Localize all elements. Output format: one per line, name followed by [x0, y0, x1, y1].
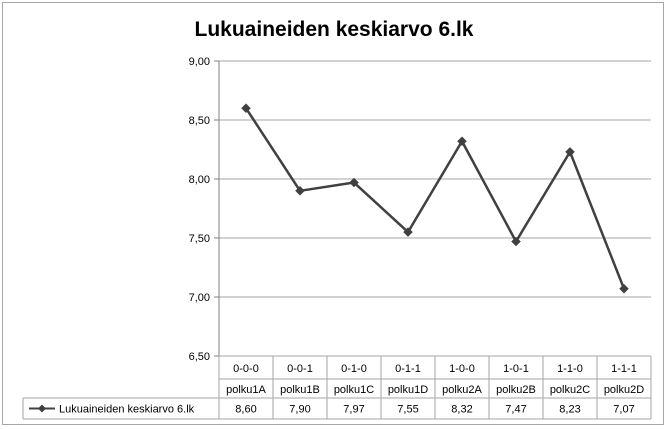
data-label: 7,47	[505, 404, 526, 416]
data-point	[241, 103, 251, 114]
data-point	[457, 136, 467, 147]
x-tick-label: polku2A	[442, 384, 482, 396]
y-tick-label: 8,00	[189, 174, 210, 186]
series-line	[244, 107, 626, 290]
data-label: 7,07	[613, 404, 634, 416]
x-tick-label: polku1D	[388, 384, 428, 396]
y-tick-label: 9,00	[189, 56, 210, 68]
data-point	[403, 227, 413, 237]
y-tick-label: 6,50	[189, 351, 210, 363]
series-layer	[241, 103, 629, 294]
x-tick-label: 0-0-1	[287, 363, 313, 375]
y-tick-label: 8,50	[189, 115, 210, 127]
legend-marker	[38, 404, 46, 413]
data-label: 8,23	[559, 404, 580, 416]
x-tick-label: 0-1-1	[395, 363, 421, 375]
data-label: 7,55	[397, 404, 418, 416]
chart-title: Lukuaineiden keskiarvo 6.lk	[194, 18, 474, 41]
data-point	[565, 147, 575, 157]
x-tick-label: polku2B	[496, 384, 536, 396]
chart-frame	[2, 2, 664, 425]
gridlines	[219, 60, 651, 298]
data-point	[511, 236, 521, 247]
x-tick-label: polku2C	[550, 384, 590, 396]
y-tick-label: 7,00	[189, 292, 210, 304]
x-tick-label: 1-1-0	[557, 363, 583, 375]
x-tick-label: 1-1-1	[611, 363, 637, 375]
x-tick-label: 1-0-1	[503, 363, 529, 375]
data-point	[349, 177, 359, 188]
legend-label: Lukuaineiden keskiarvo 6.lk	[59, 404, 195, 416]
data-label: 8,32	[451, 404, 472, 416]
x-tick-label: polku1A	[226, 384, 266, 396]
data-label: 8,60	[235, 404, 256, 416]
x-tick-label: polku1B	[280, 384, 320, 396]
x-tick-label: 1-0-0	[449, 363, 475, 375]
y-tick-label: 7,50	[189, 233, 210, 245]
x-tick-label: 0-0-0	[233, 363, 259, 375]
x-tick-label: polku1C	[334, 384, 374, 396]
data-table: 0-0-0 polku1A 0-0-1 polku1B 0-1-0 polku1C 0-1-…	[22, 355, 652, 420]
x-tick-label: polku2D	[604, 384, 644, 396]
data-point	[619, 283, 629, 294]
data-point	[295, 185, 305, 196]
data-label: 7,90	[289, 404, 310, 416]
axes: 6,50 7,00 7,50 8,00 8,50 9,00	[189, 56, 220, 363]
data-label: 7,97	[343, 404, 364, 416]
x-tick-label: 0-1-0	[341, 363, 367, 375]
